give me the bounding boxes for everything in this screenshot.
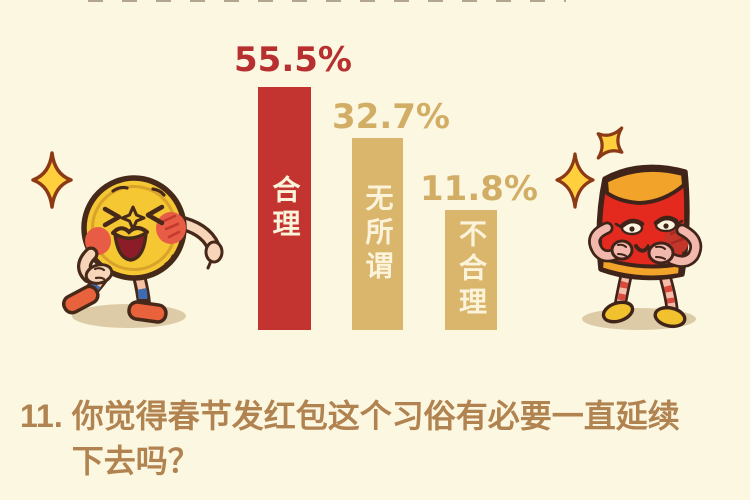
coin-left-eye <box>102 206 122 228</box>
envelope-left-arm <box>588 221 634 263</box>
sparkle-star-icon <box>596 126 624 160</box>
cropped-top-decoration <box>88 0 566 2</box>
envelope-flap <box>604 167 686 205</box>
question-text: 你觉得春节发红包这个习俗有必要一直延续 下去吗？ <box>72 394 740 484</box>
sparkle-star-icon <box>31 151 73 209</box>
coin-edge-mark <box>151 187 166 197</box>
envelope-right-eye <box>653 215 684 233</box>
envelope-left-leg <box>601 269 635 324</box>
bar-indifferent: 无所谓 <box>352 138 403 330</box>
coin-upper-lip <box>111 226 149 235</box>
coin-right-leg <box>127 269 168 324</box>
coin-edge-mark <box>111 185 129 193</box>
envelope-bottom-trim <box>599 256 683 280</box>
question-block: 11. 你觉得春节发红包这个习俗有必要一直延续 下去吗？ <box>20 394 740 484</box>
gold-coin-mascot <box>31 151 224 328</box>
envelope-left-eye <box>614 218 645 236</box>
coin-edge-mark <box>164 254 175 266</box>
bar-unreasonable: 不合理 <box>445 210 497 330</box>
bar-value-label: 11.8% <box>420 169 538 209</box>
bar-category-label: 合理 <box>269 174 301 243</box>
bar-reasonable: 合理 <box>258 87 311 330</box>
coin-mouth <box>113 231 148 262</box>
question-line2: 下去吗？ <box>71 443 200 479</box>
bar-category-label: 不合理 <box>456 219 487 321</box>
bar-value-label: 32.7% <box>332 97 450 137</box>
sparkle-star-icon <box>555 152 595 209</box>
envelope-right-arm <box>647 223 703 268</box>
bar-category-label: 无所谓 <box>362 183 394 285</box>
envelope-right-leg <box>653 273 687 329</box>
question-line1: 你觉得春节发红包这个习俗有必要一直延续 <box>71 398 680 434</box>
bar-value-label: 55.5% <box>234 40 352 80</box>
red-envelope-mascot <box>555 126 703 330</box>
coin-left-arm <box>77 246 114 285</box>
coin-right-eye <box>145 204 165 226</box>
question-number: 11. <box>20 398 63 434</box>
